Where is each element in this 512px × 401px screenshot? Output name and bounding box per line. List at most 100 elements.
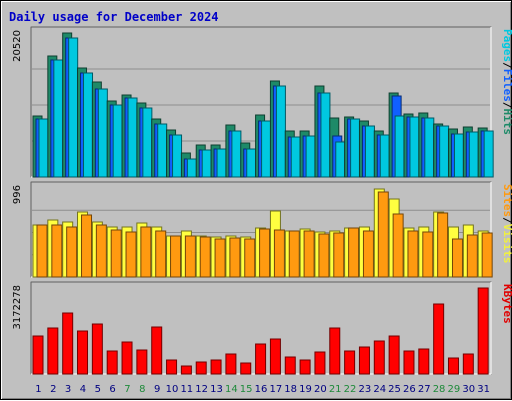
bar-sites-day-22 bbox=[348, 227, 360, 278]
x-tick-label: 3 bbox=[65, 384, 71, 395]
legend-item: / bbox=[501, 62, 512, 69]
bar-kbytes-day-14 bbox=[225, 353, 237, 375]
bar-pages-day-6 bbox=[112, 104, 123, 178]
bar-pages-day-15 bbox=[246, 148, 257, 178]
bar-sites-day-17 bbox=[273, 229, 285, 278]
bar-kbytes-day-3 bbox=[62, 312, 74, 375]
bar-pages-day-25 bbox=[394, 115, 405, 178]
bar-pages-day-14 bbox=[231, 130, 242, 178]
bar-sites-day-20 bbox=[318, 233, 330, 278]
x-tick-label: 21 bbox=[329, 384, 342, 395]
bar-sites-day-26 bbox=[407, 230, 419, 278]
x-tick-label: 4 bbox=[80, 384, 86, 395]
bar-pages-day-12 bbox=[201, 149, 212, 178]
x-tick-label: 16 bbox=[255, 384, 268, 395]
bar-sites-day-30 bbox=[466, 234, 478, 278]
bar-sites-day-8 bbox=[140, 226, 152, 278]
chart-panels: 20520Pages/Files/Hits996Sites/Visits3172… bbox=[12, 26, 512, 375]
legend-text: Sites/Visits bbox=[501, 184, 512, 264]
bar-pages-day-27 bbox=[424, 117, 435, 178]
bar-kbytes-day-5 bbox=[91, 323, 103, 375]
legend-text: Pages/Files/Hits bbox=[501, 29, 512, 135]
bar-kbytes-day-7 bbox=[121, 341, 133, 375]
bar-sites-day-31 bbox=[481, 232, 493, 278]
x-tick-label: 25 bbox=[388, 384, 401, 395]
x-tick-label: 8 bbox=[139, 384, 145, 395]
bar-sites-day-16 bbox=[259, 228, 271, 278]
bar-sites-day-3 bbox=[66, 226, 78, 278]
bar-sites-day-2 bbox=[51, 224, 63, 278]
bar-kbytes-day-18 bbox=[284, 356, 296, 375]
x-tick-label: 27 bbox=[418, 384, 431, 395]
bar-pages-day-1 bbox=[38, 118, 49, 178]
x-tick-label: 29 bbox=[448, 384, 461, 395]
bar-pages-day-30 bbox=[468, 131, 479, 178]
x-axis-labels: 1 2 3 4 5 6 7 8 9 10 11 12 13 14 15 16 17 18 19 20 21 22 23 24 2… bbox=[35, 384, 490, 395]
bar-kbytes-day-16 bbox=[255, 343, 267, 375]
x-tick-label: 7 bbox=[124, 384, 130, 395]
x-tick-label: 23 bbox=[359, 384, 372, 395]
legend-item: Sites bbox=[501, 184, 512, 217]
bar-pages-day-18 bbox=[290, 136, 301, 178]
bar-sites-day-1 bbox=[36, 224, 48, 278]
bar-sites-day-24 bbox=[377, 191, 389, 278]
bar-pages-day-19 bbox=[305, 135, 316, 178]
bar-sites-day-11 bbox=[184, 235, 196, 278]
x-tick-label: 15 bbox=[240, 384, 253, 395]
bar-pages-day-29 bbox=[453, 133, 464, 178]
bar-sites-day-18 bbox=[288, 230, 300, 278]
bar-pages-day-17 bbox=[275, 85, 286, 178]
x-tick-label: 11 bbox=[180, 384, 193, 395]
bar-sites-day-19 bbox=[303, 230, 315, 278]
bar-pages-day-31 bbox=[483, 130, 494, 178]
bar-sites-day-7 bbox=[125, 231, 137, 278]
bar-pages-day-23 bbox=[364, 125, 375, 178]
x-tick-label: 1 bbox=[35, 384, 41, 395]
bar-sites-day-6 bbox=[110, 229, 122, 278]
bar-sites-day-25 bbox=[392, 213, 404, 278]
bar-sites-day-27 bbox=[422, 231, 434, 278]
bar-kbytes-day-26 bbox=[403, 350, 415, 375]
bar-sites-day-9 bbox=[155, 230, 167, 278]
bar-kbytes-day-21 bbox=[329, 327, 341, 375]
bar-sites-day-29 bbox=[451, 238, 463, 278]
bar-pages-day-13 bbox=[216, 148, 227, 178]
x-tick-label: 28 bbox=[433, 384, 446, 395]
bar-kbytes-day-9 bbox=[151, 326, 163, 375]
x-tick-label: 17 bbox=[269, 384, 282, 395]
legend-item: / bbox=[501, 217, 512, 224]
legend-item: Hits bbox=[501, 109, 512, 136]
legend-item: Files bbox=[501, 69, 512, 102]
x-tick-label: 31 bbox=[477, 384, 490, 395]
x-tick-label: 13 bbox=[210, 384, 223, 395]
bar-sites-day-28 bbox=[437, 212, 449, 278]
panel-kbytes: 3172278 KBytes bbox=[12, 281, 512, 375]
bar-kbytes-day-1 bbox=[32, 335, 44, 375]
bar-kbytes-day-15 bbox=[240, 362, 252, 375]
bar-sites-day-10 bbox=[170, 235, 182, 278]
bar-pages-day-26 bbox=[409, 116, 420, 178]
bar-sites-day-21 bbox=[333, 232, 345, 278]
bar-kbytes-day-29 bbox=[447, 357, 459, 375]
bar-sites-day-12 bbox=[199, 236, 211, 278]
bar-kbytes-day-23 bbox=[358, 346, 370, 375]
x-tick-label: 2 bbox=[50, 384, 56, 395]
x-tick-label: 14 bbox=[225, 384, 238, 395]
x-tick-label: 5 bbox=[95, 384, 101, 395]
bar-kbytes-day-12 bbox=[195, 361, 207, 375]
x-tick-label: 20 bbox=[314, 384, 327, 395]
legend-item: Visits bbox=[501, 224, 512, 264]
x-tick-label: 19 bbox=[299, 384, 312, 395]
bar-pages-day-24 bbox=[379, 134, 390, 178]
x-tick-label: 26 bbox=[403, 384, 416, 395]
bar-kbytes-day-25 bbox=[388, 335, 400, 375]
bar-kbytes-day-31 bbox=[477, 287, 489, 375]
bar-kbytes-day-19 bbox=[299, 359, 311, 375]
x-tick-label: 24 bbox=[373, 384, 386, 395]
legend-item: Pages bbox=[501, 29, 512, 62]
bar-pages-day-9 bbox=[157, 123, 168, 178]
x-tick-label: 22 bbox=[344, 384, 357, 395]
x-tick-label: 9 bbox=[154, 384, 160, 395]
